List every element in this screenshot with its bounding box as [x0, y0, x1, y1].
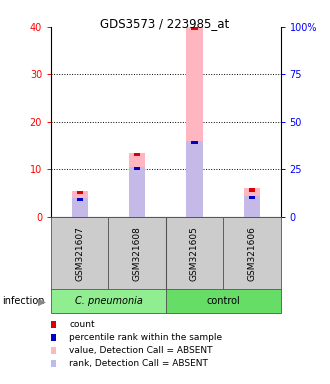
Bar: [77, 198, 83, 201]
Text: infection: infection: [2, 296, 44, 306]
Bar: [129, 153, 145, 217]
Bar: [51, 217, 109, 290]
Bar: [129, 167, 145, 217]
Bar: [77, 191, 83, 194]
Bar: [72, 191, 88, 217]
Text: GSM321605: GSM321605: [190, 226, 199, 281]
Bar: [186, 27, 203, 217]
Bar: [134, 167, 140, 170]
Bar: [134, 153, 140, 156]
Bar: [191, 27, 198, 30]
Bar: [244, 195, 260, 217]
Bar: [72, 198, 88, 217]
Text: GDS3573 / 223985_at: GDS3573 / 223985_at: [100, 17, 230, 30]
Text: GSM321607: GSM321607: [75, 226, 84, 281]
Text: count: count: [69, 320, 95, 329]
Text: rank, Detection Call = ABSENT: rank, Detection Call = ABSENT: [69, 359, 208, 368]
Bar: [166, 217, 223, 290]
Text: percentile rank within the sample: percentile rank within the sample: [69, 333, 222, 342]
Bar: [244, 189, 260, 217]
Text: GSM321606: GSM321606: [247, 226, 256, 281]
Text: value, Detection Call = ABSENT: value, Detection Call = ABSENT: [69, 346, 213, 355]
Text: ▶: ▶: [38, 296, 46, 306]
Text: control: control: [206, 296, 240, 306]
Text: C. pneumonia: C. pneumonia: [75, 296, 143, 306]
Bar: [186, 141, 203, 217]
Bar: [166, 289, 280, 313]
Bar: [191, 141, 198, 144]
Text: GSM321608: GSM321608: [133, 226, 142, 281]
Bar: [249, 195, 255, 199]
Bar: [223, 217, 280, 290]
Bar: [249, 189, 255, 192]
Bar: [51, 289, 166, 313]
Bar: [109, 217, 166, 290]
